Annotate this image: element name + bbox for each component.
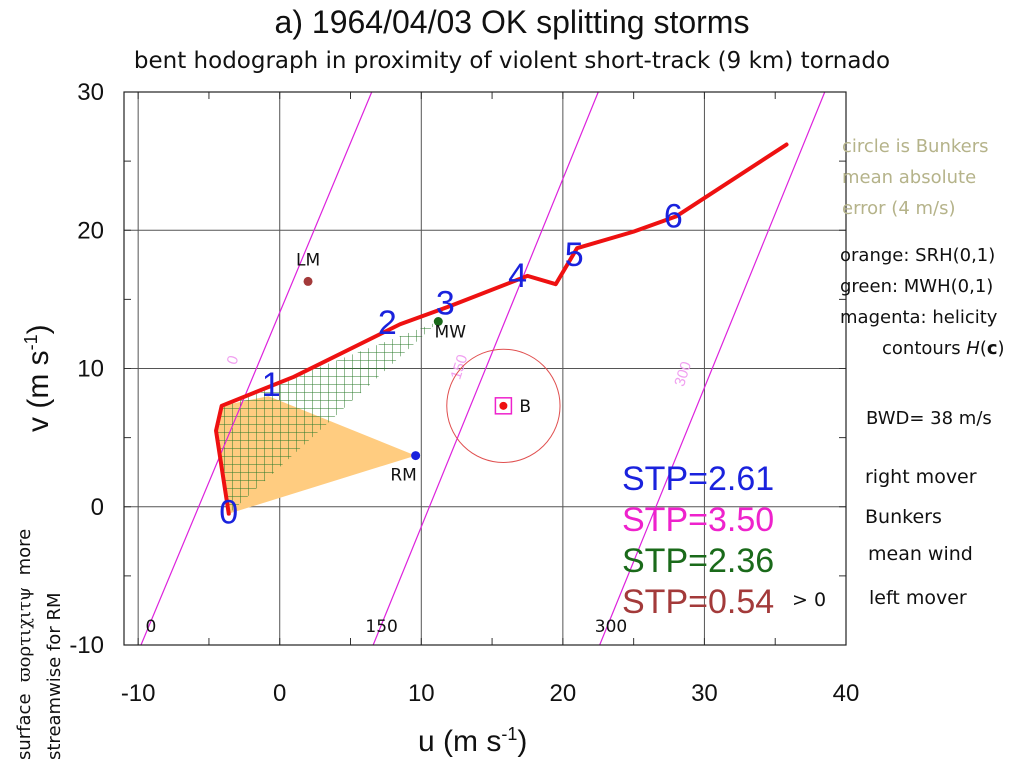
chart-subtitle: bent hodograph in proximity of violent s… [133,48,891,74]
height-label: 0 [219,493,238,531]
legend-magenta-line1: magenta: helicity [840,307,998,328]
storm-motion-dot [303,276,313,286]
contour-value-label: 300 [595,617,627,637]
x-axis-label: u (m s-1) [418,724,528,758]
streamwise-note: streamwise for RM [44,592,65,760]
mover-label-mean-wind: mean wind [868,543,973,565]
bunkers-square [494,397,513,415]
mover-label-left: left mover [869,587,967,609]
helicity-areas [216,321,439,514]
y-tick-label: 0 [91,494,104,521]
contour-value-label: 0 [145,617,156,637]
stp-right-mover: STP=2.61 [622,460,775,498]
height-label: 1 [262,366,281,404]
circle-note-line: mean absolute [842,167,977,188]
bunkers-circle [446,348,561,463]
storm-motion-dot [433,316,443,326]
contour-inline-label: 150 [448,353,472,382]
x-tick-label: 10 [408,680,435,707]
hodograph-trace [214,142,789,516]
height-label: 5 [565,236,584,274]
mover-label-right: right mover [865,466,977,488]
bunkers-error-circle [446,348,561,463]
contour-value-label: 150 [365,617,397,637]
contour-inline-label: 300 [671,359,695,388]
storm-motion-label: RM [390,466,416,486]
y-tick-label: 30 [77,79,104,106]
storm-motion-marks [303,276,513,461]
y-tick-label: -10 [69,632,104,659]
bwd-note: BWD= 38 m/s [866,408,992,429]
y-axis-label: v (m s-1) [21,324,55,432]
helicity-contour [140,91,373,646]
x-tick-label: 40 [833,680,860,707]
x-tick-label: 20 [550,680,577,707]
x-tick-label: 30 [691,680,718,707]
chart-title: a) 1964/04/03 OK splitting storms [274,4,750,40]
circle-note-line: circle is Bunkers [842,136,989,157]
height-label: 6 [664,197,683,235]
circle-note-line: error (4 m/s) [842,198,956,219]
hodograph-line [214,142,789,516]
x-tick-label: -10 [121,680,156,707]
legend-green: green: MWH(0,1) [840,276,994,297]
contour-inline-label: 0 [224,354,243,367]
plot-frame [123,91,847,646]
stp-left-mover: STP=0.54 [622,583,775,621]
height-label: 2 [378,304,397,342]
height-label: 4 [508,257,527,295]
storm-motion-label: B [519,397,531,417]
surface-vorticity-note: surface ϖορτιχιτψ more [14,528,35,760]
y-tick-label: 20 [77,217,104,244]
height-label: 3 [436,285,455,323]
x-tick-label: 0 [273,680,286,707]
mwh-hatch-area [216,321,439,514]
stp-bunkers: STP=3.50 [622,501,775,539]
storm-motion-dot [411,451,421,461]
helicity-contour [372,91,599,646]
helicity-contours: 0 150 300 [140,91,826,646]
y-tick-label: 10 [77,356,104,383]
storm-motion-label: LM [296,250,320,270]
stp-suffix: > 0 [792,589,827,611]
storm-motion-label: MW [435,322,467,342]
mover-label-bunkers: Bunkers [865,506,942,528]
helicity-contour [599,91,826,646]
legend-notes: orange: SRH(0,1) green: MWH(0,1) magenta… [840,240,1005,364]
bunkers-dot [499,401,508,410]
circle-note: circle is Bunkers mean absolute error (4… [842,131,989,224]
legend-orange: orange: SRH(0,1) [840,245,996,266]
legend-magenta-line2: contours H(c) [882,338,1005,359]
stp-mean-wind: STP=2.36 [622,542,775,580]
